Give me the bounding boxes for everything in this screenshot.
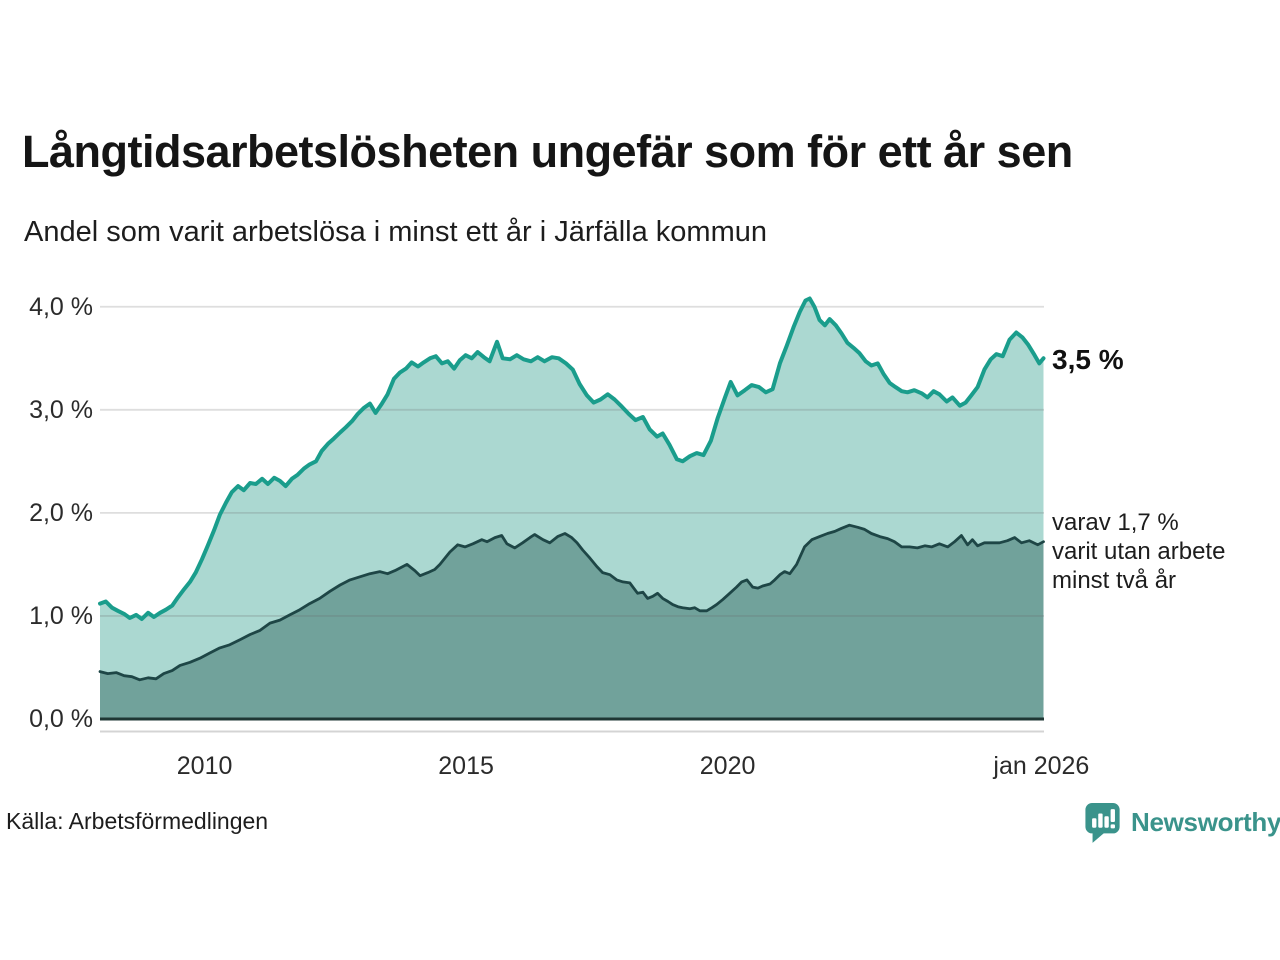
y-tick-label: 2,0 % <box>29 498 93 527</box>
series2-annotation-line3: minst två år <box>1052 567 1177 594</box>
page-title: Långtidsarbetslösheten ungefär som för e… <box>22 126 1073 177</box>
y-tick-label: 4,0 % <box>29 292 93 321</box>
series2-annotation: varav 1,7 % varit utan arbete minst två … <box>1052 508 1225 595</box>
brand-name: Newsworthy <box>1131 806 1280 837</box>
y-tick-label: 3,0 % <box>29 395 93 424</box>
source-label: Källa: Arbetsförmedlingen <box>6 808 269 834</box>
y-tick-label: 1,0 % <box>29 601 93 630</box>
x-tick-label: 2010 <box>176 752 233 780</box>
x-tick-label: jan 2026 <box>993 752 1090 780</box>
brand-logo: Newsworthy <box>1084 800 1280 844</box>
series1-end-value-label: 3,5 % <box>1052 344 1124 375</box>
newsworthy-icon <box>1085 803 1120 843</box>
y-tick-label: 0,0 % <box>29 705 93 733</box>
series2-annotation-line1: varav 1,7 % <box>1052 509 1179 536</box>
series2-line <box>98 523 1045 682</box>
x-tick-label: 2015 <box>438 752 494 780</box>
series1-line <box>98 296 1046 621</box>
area-chart <box>98 296 1046 733</box>
series2-area <box>100 525 1044 719</box>
chart-subtitle: Andel som varit arbetslösa i minst ett å… <box>24 216 767 248</box>
series2-annotation-line2: varit utan arbete <box>1052 538 1226 565</box>
x-tick-label: 2020 <box>699 752 756 780</box>
